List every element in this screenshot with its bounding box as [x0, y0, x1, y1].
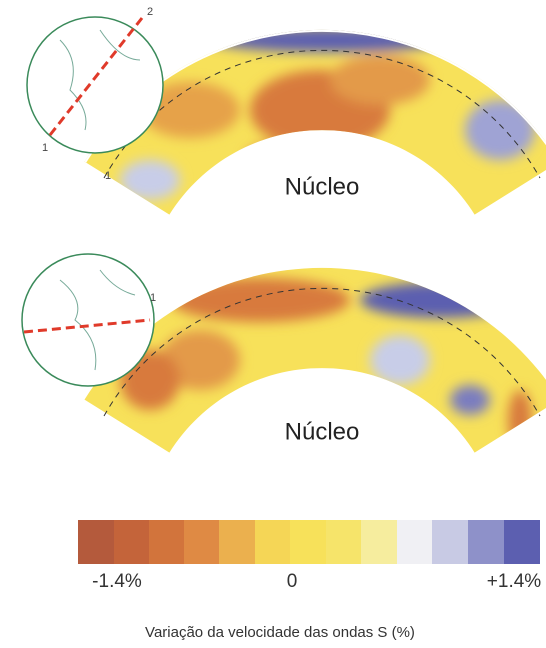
core-label: Núcleo: [285, 418, 360, 445]
colorbar: -1.4% 0 +1.4% Variação da velocidade das…: [78, 520, 541, 641]
globe-label: 1: [150, 292, 156, 304]
globe-label: 1: [42, 142, 48, 154]
colorbar-caption: Variação da velocidade das ondas S (%): [145, 624, 415, 641]
colorbar-label: -1.4%: [92, 571, 142, 592]
globe-label: 1: [105, 170, 111, 182]
colorbar-label: 0: [287, 571, 298, 592]
globe-label: 2: [147, 6, 153, 18]
section-1: Núcleo 2 1 1: [26, 6, 546, 215]
core-label: Núcleo: [285, 173, 360, 200]
section-2: Núcleo 1: [21, 253, 546, 453]
colorbar-label: +1.4%: [487, 571, 542, 592]
